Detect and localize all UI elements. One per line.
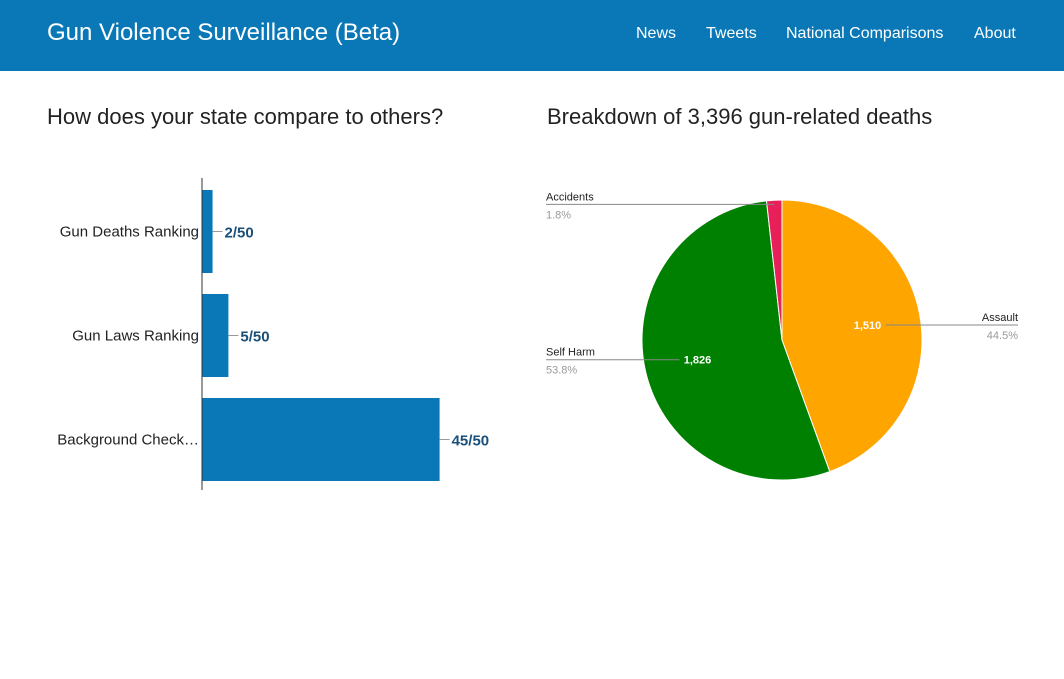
state-comparison-heading: How does your state compare to others? xyxy=(47,104,444,129)
bar-1 xyxy=(202,294,229,377)
brand-title[interactable]: Gun Violence Surveillance (Beta) xyxy=(47,19,401,46)
bar-value-label: 2/50 xyxy=(225,225,254,242)
nav-about[interactable]: About xyxy=(974,25,1016,42)
bar-0 xyxy=(202,190,213,273)
nav-national-comparisons[interactable]: National Comparisons xyxy=(786,25,944,42)
bar-category-label: Gun Laws Ranking xyxy=(72,328,199,345)
pie-slice-1 xyxy=(641,200,831,481)
pie-slice-2 xyxy=(765,199,783,341)
bar-category-label: Background Check… xyxy=(57,432,199,449)
pie-category-label: Self Harm xyxy=(546,347,595,359)
deaths-breakdown-pie-chart: 1,510 Assault 44.5% 1,826 Self Harm 53.8% Acci… xyxy=(546,191,1018,481)
top-navbar: Gun Violence Surveillance (Beta) News Tw… xyxy=(0,0,1064,71)
pie-category-label: Assault xyxy=(982,312,1018,324)
deaths-breakdown-heading: Breakdown of 3,396 gun-related deaths xyxy=(547,104,933,129)
pie-inner-label: 1,826 xyxy=(684,355,712,367)
pie-category-label: Accidents xyxy=(546,191,594,203)
pie-inner-label: 1,510 xyxy=(854,320,882,332)
pie-slice-0 xyxy=(781,199,923,473)
nav-tweets[interactable]: Tweets xyxy=(706,25,757,42)
pie-percent-label: 1.8% xyxy=(546,209,571,221)
pie-percent-label: 44.5% xyxy=(987,330,1018,342)
bar-category-label: Gun Deaths Ranking xyxy=(60,224,199,241)
bar-value-label: 5/50 xyxy=(240,329,269,346)
state-ranking-bar-chart: Gun Deaths Ranking 2/50 Gun Laws Ranking 5/… xyxy=(57,178,490,490)
bar-2 xyxy=(202,398,440,481)
bar-value-label: 45/50 xyxy=(452,433,490,450)
nav-news[interactable]: News xyxy=(636,25,677,42)
pie-percent-label: 53.8% xyxy=(546,365,577,377)
